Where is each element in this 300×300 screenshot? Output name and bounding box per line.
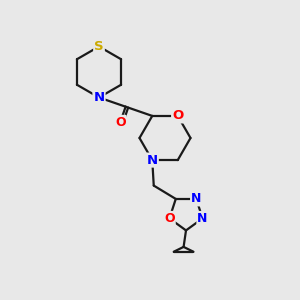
Text: O: O — [115, 116, 125, 129]
Text: N: N — [197, 212, 208, 225]
Text: O: O — [164, 212, 175, 225]
Text: O: O — [172, 110, 183, 122]
Text: N: N — [191, 192, 201, 206]
Text: N: N — [93, 91, 105, 104]
Text: N: N — [147, 154, 158, 166]
Text: S: S — [94, 40, 104, 53]
